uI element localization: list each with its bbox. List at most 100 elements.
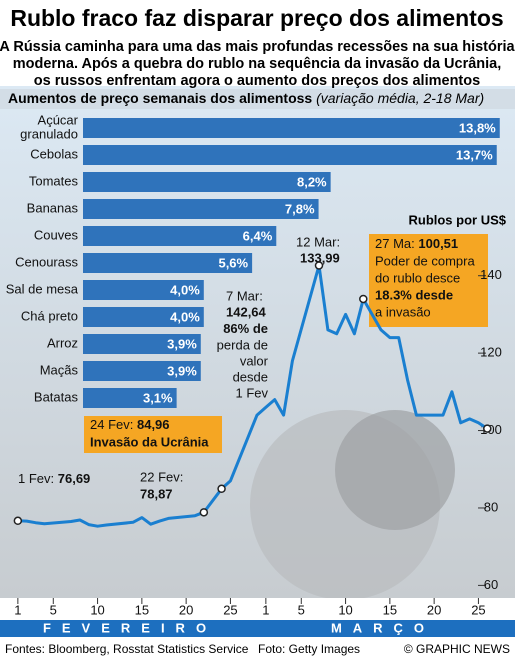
annotation-value: 84,96	[137, 417, 170, 432]
y-axis-label: Rublos por US$	[408, 212, 506, 227]
category-label: Cebolas	[30, 146, 78, 161]
bar	[83, 388, 177, 408]
category-label: Açúcar	[38, 112, 79, 127]
subtitle: moderna. Após a quebra do rublo na sequê…	[13, 56, 502, 72]
annotation-box	[84, 416, 222, 453]
subtitle: os russos enfrentam agora o aumento dos …	[34, 73, 480, 89]
bar-subtitle: (variação média, 2-18 Mar)	[316, 90, 484, 106]
point	[359, 294, 368, 304]
annotation: 12 Mar:	[296, 234, 340, 249]
annotation: valor	[240, 353, 269, 368]
month-band	[0, 620, 515, 637]
line	[17, 264, 489, 528]
annotation: 78,87	[140, 486, 173, 501]
y-tick-label: 80	[484, 499, 498, 514]
subtitle: A Rússia caminha para uma das mais profu…	[0, 39, 515, 55]
bar	[83, 226, 277, 246]
annotation: Invasão da Ucrânia	[90, 434, 209, 449]
value-label: 3,9%	[167, 363, 197, 378]
month-label: FEVEREIRO	[43, 620, 217, 635]
x-tick-label: 10	[90, 602, 104, 617]
point	[483, 424, 492, 433]
category-label: Cenourass	[15, 254, 78, 269]
annotation: 27 Ma: 100,51	[375, 236, 458, 251]
value-label: 4,0%	[170, 309, 200, 324]
y-tick-label: 60	[484, 577, 498, 592]
annotation: perda de	[217, 337, 268, 352]
point	[217, 484, 226, 494]
annotation: 133,99	[300, 250, 340, 265]
x-tick-label: 5	[50, 602, 57, 617]
y-tick-label: 120	[480, 345, 502, 360]
title: Rublo fraco faz disparar preço dos alime…	[10, 5, 503, 31]
value-label: 13,7%	[456, 147, 493, 162]
bar	[83, 280, 204, 300]
value-label: 3,1%	[143, 390, 173, 405]
x-tick-label: 5	[298, 602, 305, 617]
bar-title: Aumentos de preço semanais dos alimentos…	[8, 90, 312, 106]
category-label: Bananas	[27, 200, 79, 215]
annotation: 1 Fev: 76,69	[18, 471, 90, 486]
category-label: granulado	[20, 126, 78, 141]
point	[314, 261, 324, 270]
category-label: Batatas	[34, 389, 79, 404]
bar	[83, 307, 204, 327]
x-tick-label: 15	[135, 602, 149, 617]
bar	[83, 361, 201, 381]
category-label: Chá preto	[21, 308, 78, 323]
category-label: Sal de mesa	[6, 281, 79, 296]
x-tick-label: 20	[427, 602, 441, 617]
value-label: 3,9%	[167, 336, 197, 351]
y-tick-label: 140	[480, 267, 502, 282]
value-label: 5,6%	[218, 255, 248, 270]
annotation: 18.3% desde	[375, 287, 453, 302]
category-label: Maçãs	[40, 362, 79, 377]
point	[13, 516, 23, 526]
value-label: 6,4%	[243, 228, 273, 243]
coin-photo	[335, 410, 455, 530]
bar	[83, 118, 500, 138]
annotation: do rublo desce	[375, 270, 460, 285]
month-label: MARÇO	[331, 620, 435, 635]
annotation-value: 76,69	[58, 471, 91, 486]
bar-chart-header	[0, 89, 515, 109]
value-label: 4,0%	[170, 282, 200, 297]
annotation-date: 1 Fev:	[18, 471, 54, 486]
annotation: 7 Mar:	[226, 288, 263, 303]
value-label: 7,8%	[285, 201, 315, 216]
x-tick-label: 25	[471, 602, 485, 617]
x-tick-label: 10	[338, 602, 352, 617]
annotation: desde	[233, 369, 268, 384]
bar	[83, 253, 253, 273]
annotation-line: 86% de	[223, 321, 268, 336]
category-label: Arroz	[47, 335, 78, 350]
bar	[83, 145, 497, 165]
annotation: Poder de compra	[375, 253, 475, 268]
value-label: 13,8%	[459, 120, 496, 135]
annotation: 22 Fev:	[140, 469, 183, 484]
footer-sources: Fontes: Bloomberg, Rosstat Statistics Se…	[5, 642, 249, 656]
annotation: 24 Fev: 84,96	[90, 417, 170, 432]
x-tick-label: 20	[179, 602, 193, 617]
annotation-date: 27 Ma:	[375, 236, 415, 251]
x-tick-label: 15	[383, 602, 397, 617]
annotation-box	[369, 234, 488, 327]
x-axis-band	[0, 598, 515, 619]
annotation: a invasão	[375, 304, 431, 319]
value-label: 8,2%	[297, 174, 327, 189]
bar	[83, 199, 319, 219]
point	[199, 508, 209, 517]
footer-credit: © GRAPHIC NEWS	[404, 642, 510, 656]
x-tick-label: 25	[223, 602, 237, 617]
annotation-value: 100,51	[418, 236, 458, 251]
bar	[83, 172, 331, 192]
footer-photo: Foto: Getty Images	[258, 642, 360, 656]
bar-chart-title: Aumentos de preço semanais dos alimentos…	[8, 90, 484, 106]
bar	[83, 334, 201, 354]
annotation: 1 Fev	[235, 385, 268, 400]
category-label: Couves	[34, 227, 79, 242]
category-label: Tomates	[29, 173, 79, 188]
annotation: 86% de	[223, 321, 268, 336]
